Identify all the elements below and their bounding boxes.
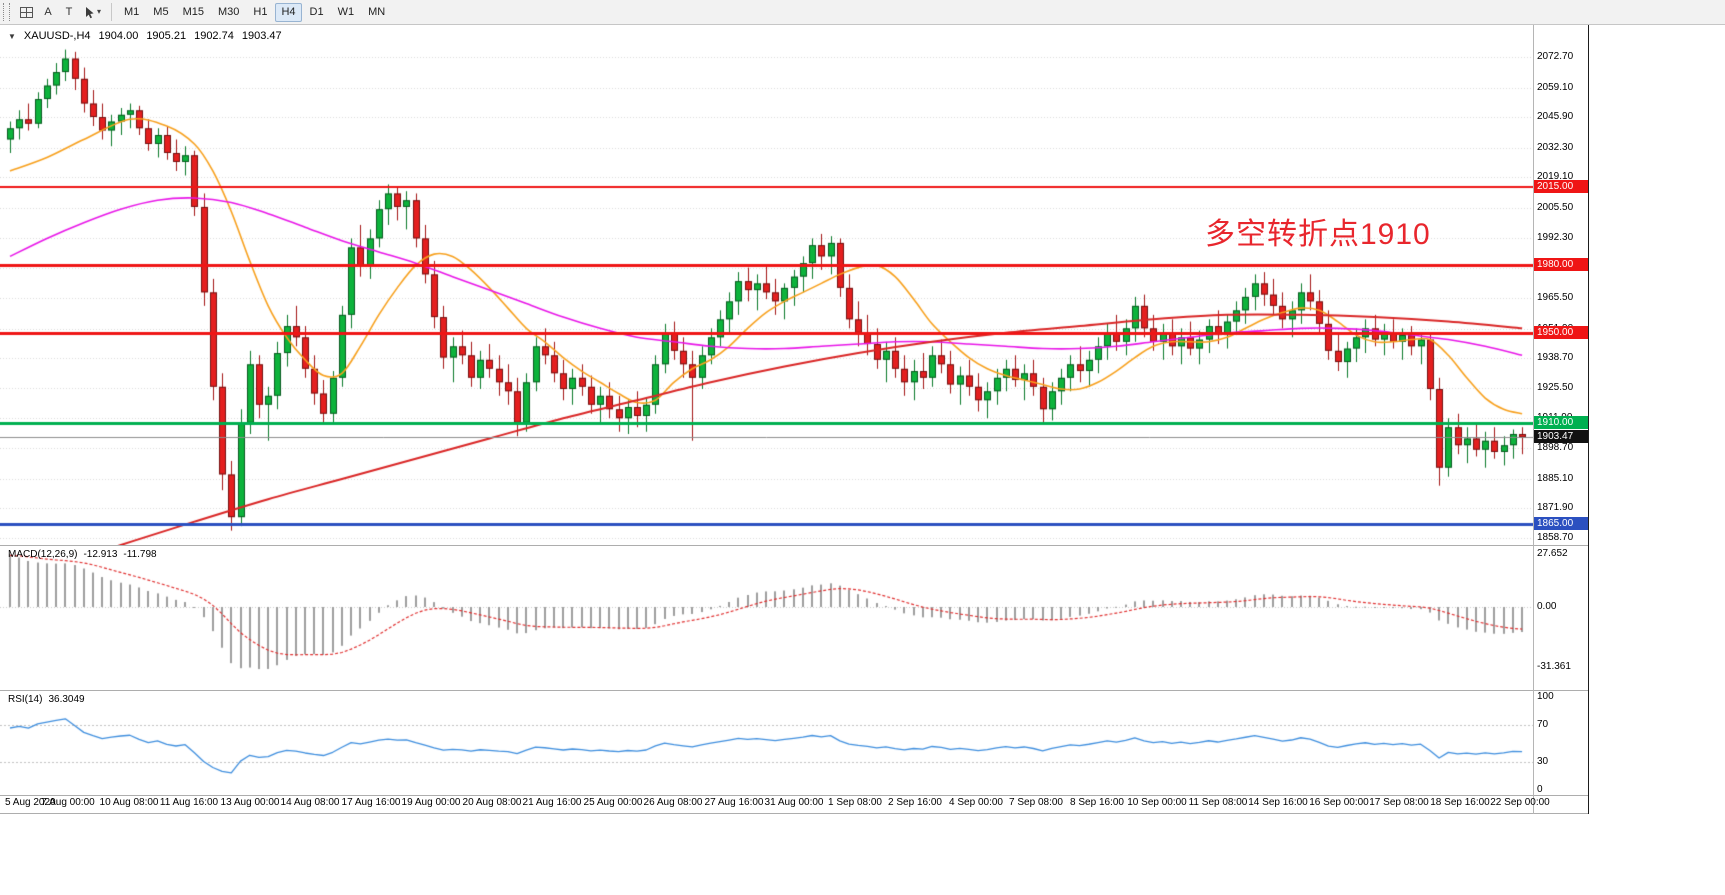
timeframe-button-mn[interactable]: MN xyxy=(362,3,391,22)
time-axis-label: 2 Sep 16:00 xyxy=(888,797,942,808)
time-axis-label: 14 Sep 16:00 xyxy=(1248,797,1308,808)
rsi-value: 36.3049 xyxy=(48,694,85,705)
price-level-badge-195000: 1950.00 xyxy=(1534,326,1588,339)
price-level-badge-198000: 1980.00 xyxy=(1534,258,1588,271)
time-axis-label: 10 Aug 08:00 xyxy=(99,797,159,808)
time-axis-label: 22 Sep 00:00 xyxy=(1490,797,1550,808)
ohlc-low: 1902.74 xyxy=(194,30,234,42)
chart-window: ▼ XAUUSD-,H4 1904.00 1905.21 1902.74 190… xyxy=(0,25,1589,814)
panel-separator[interactable] xyxy=(0,545,1589,546)
time-axis-label: 13 Aug 00:00 xyxy=(220,797,280,808)
cursor-icon xyxy=(86,6,94,18)
time-axis-label: 26 Aug 08:00 xyxy=(643,797,703,808)
macd-panel-canvas[interactable] xyxy=(0,545,1533,690)
time-axis-label: 11 Sep 08:00 xyxy=(1188,797,1248,808)
ohlc-open: 1904.00 xyxy=(98,30,139,42)
price-axis-label: 1898.70 xyxy=(1537,442,1574,453)
time-axis-label: 14 Aug 08:00 xyxy=(280,797,340,808)
chevron-down-icon: ▾ xyxy=(97,7,102,16)
time-axis-label: 4 Sep 00:00 xyxy=(949,797,1003,808)
macd-value-main: -12.913 xyxy=(83,549,118,560)
timeframe-button-m5[interactable]: M5 xyxy=(147,3,174,22)
time-axis-label: 18 Sep 16:00 xyxy=(1430,797,1490,808)
rsi-axis-label: 30 xyxy=(1537,756,1549,768)
price-level-badge-191000: 1910.00 xyxy=(1534,416,1588,429)
timeframe-group: M1 M5 M15 M30 H1 H4 D1 W1 MN xyxy=(118,2,391,22)
time-axis-label: 7 Aug 00:00 xyxy=(41,797,95,808)
current-price-badge: 1903.47 xyxy=(1534,430,1588,443)
price-axis-label: 1858.70 xyxy=(1537,532,1574,543)
new-chart-button[interactable] xyxy=(16,2,37,22)
arrow-tool-button[interactable]: A xyxy=(38,2,58,22)
price-level-badge-186500: 1865.00 xyxy=(1534,517,1588,530)
time-axis-label: 11 Aug 16:00 xyxy=(159,797,219,808)
symbol-name: XAUUSD-,H4 xyxy=(23,30,91,42)
timeframe-button-d1[interactable]: D1 xyxy=(304,3,330,22)
rsi-label: RSI(14) 36.3049 xyxy=(8,694,85,705)
time-axis-label: 27 Aug 16:00 xyxy=(704,797,764,808)
time-axis-label: 16 Sep 00:00 xyxy=(1309,797,1369,808)
timeframe-button-m15[interactable]: M15 xyxy=(177,3,210,22)
panel-separator[interactable] xyxy=(0,690,1589,691)
panel-separator xyxy=(0,795,1589,796)
rsi-axis-label: 100 xyxy=(1537,691,1554,702)
time-axis-label: 1 Sep 08:00 xyxy=(828,797,882,808)
window-right-border xyxy=(1588,25,1589,814)
price-axis-label: 1965.50 xyxy=(1537,292,1574,303)
price-axis-label: 1992.30 xyxy=(1537,232,1574,243)
cursor-tool-button[interactable]: ▾ xyxy=(80,2,105,22)
timeframe-button-w1[interactable]: W1 xyxy=(332,3,361,22)
macd-axis-label: 27.652 xyxy=(1537,548,1568,560)
time-axis-label: 5 Aug 2020 xyxy=(5,797,56,808)
price-axis-label: 1871.90 xyxy=(1537,502,1574,513)
price-scale-separator xyxy=(1533,25,1534,814)
macd-axis-label: 0.00 xyxy=(1537,601,1557,612)
price-chart-canvas[interactable] xyxy=(0,25,1533,545)
price-axis-label: 2072.70 xyxy=(1537,51,1574,62)
macd-name: MACD(12,26,9) xyxy=(8,549,78,560)
price-axis-label: 2032.30 xyxy=(1537,142,1574,153)
timeframe-button-m1[interactable]: M1 xyxy=(118,3,145,22)
time-axis-label: 21 Aug 16:00 xyxy=(522,797,582,808)
toolbar: A T ▾ M1 M5 M15 M30 H1 H4 D1 W1 MN xyxy=(0,0,1725,25)
time-axis-label: 19 Aug 00:00 xyxy=(401,797,461,808)
timeframe-button-h1[interactable]: H1 xyxy=(247,3,273,22)
time-axis-label: 17 Aug 16:00 xyxy=(341,797,401,808)
timeframe-button-h4[interactable]: H4 xyxy=(275,2,302,22)
ohlc-high: 1905.21 xyxy=(146,30,187,42)
time-axis-label: 8 Sep 16:00 xyxy=(1070,797,1124,808)
toolbar-drag-handle[interactable] xyxy=(3,3,10,21)
macd-label: MACD(12,26,9) -12.913 -11.798 xyxy=(8,549,157,560)
price-axis-label: 2019.10 xyxy=(1537,171,1574,182)
time-axis-label: 25 Aug 00:00 xyxy=(583,797,643,808)
rsi-axis-label: 0 xyxy=(1537,784,1543,795)
symbol-info: ▼ XAUUSD-,H4 1904.00 1905.21 1902.74 190… xyxy=(8,30,282,42)
price-axis-label: 2005.50 xyxy=(1537,202,1574,213)
rsi-axis-label: 70 xyxy=(1537,718,1549,730)
timeframe-button-m30[interactable]: M30 xyxy=(212,3,245,22)
time-axis-label: 17 Sep 08:00 xyxy=(1369,797,1429,808)
price-axis-label: 1885.10 xyxy=(1537,473,1574,484)
time-axis-label: 31 Aug 00:00 xyxy=(764,797,824,808)
macd-value-signal: -11.798 xyxy=(123,549,157,560)
price-level-badge-201500: 2015.00 xyxy=(1534,180,1588,193)
price-axis-label: 2045.90 xyxy=(1537,111,1574,122)
rsi-panel-canvas[interactable] xyxy=(0,690,1533,795)
time-axis-label: 7 Sep 08:00 xyxy=(1009,797,1063,808)
symbol-dropdown-icon[interactable]: ▼ xyxy=(8,31,16,41)
price-axis-label: 1925.50 xyxy=(1537,382,1574,393)
rsi-name: RSI(14) xyxy=(8,694,43,705)
ohlc-close: 1903.47 xyxy=(241,30,282,42)
text-tool-button[interactable]: T xyxy=(59,2,79,22)
price-axis-label: 2059.10 xyxy=(1537,82,1574,93)
chart-grid-icon xyxy=(20,6,33,18)
chart-bottom-border xyxy=(0,813,1589,814)
time-axis-label: 10 Sep 00:00 xyxy=(1127,797,1187,808)
toolbar-separator xyxy=(111,3,113,21)
macd-axis-label: -31.361 xyxy=(1537,660,1571,672)
price-axis-label: 1938.70 xyxy=(1537,352,1574,363)
time-axis-label: 20 Aug 08:00 xyxy=(462,797,522,808)
annotation-text: 多空转折点1910 xyxy=(1205,218,1431,251)
